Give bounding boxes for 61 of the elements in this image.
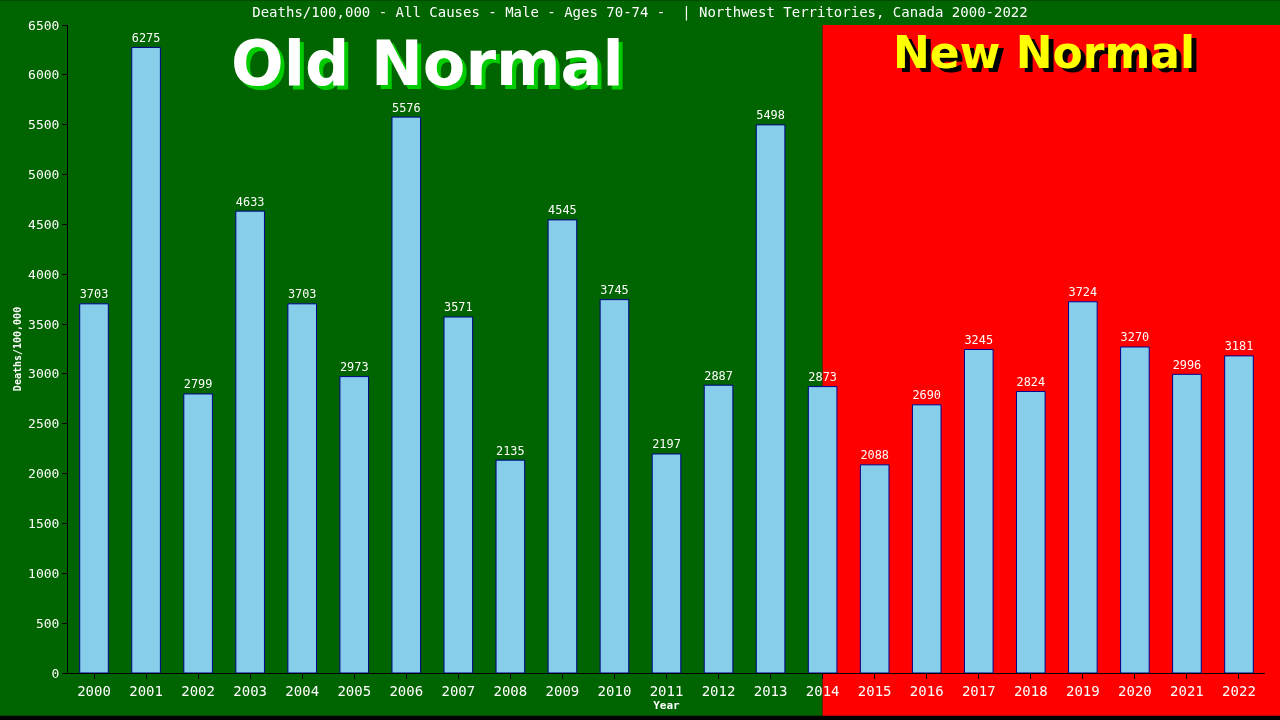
x-tick-label: 2019: [1065, 682, 1100, 699]
data-label: 2690: [912, 388, 942, 403]
data-label: 2135: [496, 443, 525, 458]
data-label: 4545: [548, 203, 577, 218]
x-tick-label: 2004: [285, 682, 320, 699]
x-axis-title: Year: [653, 698, 681, 712]
x-tick-label: 2017: [961, 682, 996, 699]
data-label: 2824: [1016, 374, 1046, 389]
data-label: 2197: [652, 437, 681, 452]
y-tick-label: 0: [51, 665, 60, 681]
y-tick-label: 2500: [28, 416, 60, 432]
data-label: 3245: [964, 332, 994, 347]
y-axis-title: Deaths/100,000: [12, 306, 24, 392]
x-tick-label: 2015: [857, 682, 892, 699]
y-tick-label: 4000: [28, 266, 60, 282]
data-label: 2799: [183, 377, 213, 392]
x-tick-label: 2007: [441, 682, 476, 699]
y-tick-label: 6500: [28, 17, 60, 33]
data-label: 3571: [444, 300, 473, 315]
data-label: 3703: [287, 287, 317, 302]
chart-title: Deaths/100,000 - All Causes - Male - Ages 70-74 - | Northwest Territories, Canada 2000-2022: [252, 4, 1028, 21]
data-label: 5576: [391, 100, 421, 115]
x-tick-label: 2003: [233, 682, 268, 699]
x-tick-label: 2012: [701, 682, 736, 699]
data-label: 2973: [339, 360, 369, 375]
data-label: 2887: [704, 368, 733, 383]
y-tick-label: 2000: [28, 466, 60, 482]
data-label: 3703: [79, 287, 109, 302]
y-tick-label: 1500: [28, 516, 60, 532]
y-tick-label: 500: [35, 615, 60, 631]
y-tick-label: 3500: [28, 316, 60, 332]
y-tick-label: 1000: [28, 565, 60, 581]
data-label: 3724: [1068, 285, 1098, 300]
data-label: 3270: [1120, 330, 1150, 345]
x-tick-label: 2016: [909, 682, 944, 699]
y-tick-label: 5000: [28, 167, 60, 183]
data-label: 2996: [1172, 357, 1202, 372]
y-tick-label: 6000: [28, 67, 60, 83]
y-tick-label: 5500: [28, 117, 60, 133]
x-tick-label: 2000: [77, 682, 111, 699]
y-tick-label: 4500: [28, 216, 60, 232]
data-label: 5498: [756, 108, 785, 123]
x-tick-label: 2018: [1013, 682, 1048, 699]
data-label: 6275: [131, 30, 161, 45]
x-tick-label: 2001: [129, 682, 163, 699]
x-tick-label: 2002: [181, 682, 215, 699]
x-tick-label: 2013: [753, 682, 788, 699]
data-label: 2088: [860, 448, 889, 463]
x-tick-label: 2011: [649, 682, 684, 699]
x-tick-label: 2010: [597, 682, 632, 699]
data-label: 3745: [600, 283, 629, 298]
data-label: 3181: [1224, 339, 1254, 354]
x-tick-label: 2008: [493, 682, 528, 699]
y-tick-label: 3000: [28, 366, 60, 382]
data-label: 4633: [235, 194, 265, 209]
x-tick-label: 2009: [545, 682, 580, 699]
x-tick-label: 2021: [1170, 682, 1204, 699]
x-tick-label: 2022: [1222, 682, 1256, 699]
x-tick-label: 2005: [337, 682, 372, 699]
x-tick-label: 2020: [1118, 682, 1152, 699]
x-tick-label: 2006: [389, 682, 424, 699]
